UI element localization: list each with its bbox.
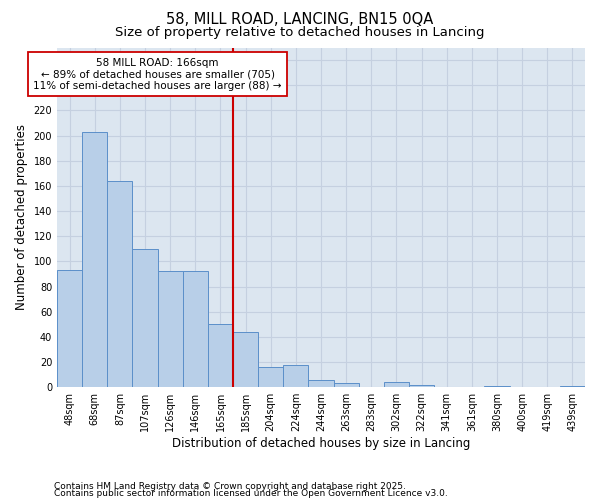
Text: Size of property relative to detached houses in Lancing: Size of property relative to detached ho… <box>115 26 485 39</box>
Bar <box>308 380 334 387</box>
Bar <box>484 386 509 387</box>
Text: 58 MILL ROAD: 166sqm
← 89% of detached houses are smaller (705)
11% of semi-deta: 58 MILL ROAD: 166sqm ← 89% of detached h… <box>34 58 282 91</box>
Bar <box>283 364 308 387</box>
Bar <box>158 272 183 387</box>
Bar <box>233 332 258 387</box>
Bar <box>258 367 283 387</box>
Bar <box>384 382 409 387</box>
Bar <box>208 324 233 387</box>
Bar <box>107 181 133 387</box>
X-axis label: Distribution of detached houses by size in Lancing: Distribution of detached houses by size … <box>172 437 470 450</box>
Text: Contains public sector information licensed under the Open Government Licence v3: Contains public sector information licen… <box>54 490 448 498</box>
Text: 58, MILL ROAD, LANCING, BN15 0QA: 58, MILL ROAD, LANCING, BN15 0QA <box>166 12 434 28</box>
Bar <box>409 384 434 387</box>
Bar <box>334 384 359 387</box>
Text: Contains HM Land Registry data © Crown copyright and database right 2025.: Contains HM Land Registry data © Crown c… <box>54 482 406 491</box>
Bar <box>57 270 82 387</box>
Bar <box>183 272 208 387</box>
Y-axis label: Number of detached properties: Number of detached properties <box>15 124 28 310</box>
Bar <box>133 249 158 387</box>
Bar <box>82 132 107 387</box>
Bar <box>560 386 585 387</box>
